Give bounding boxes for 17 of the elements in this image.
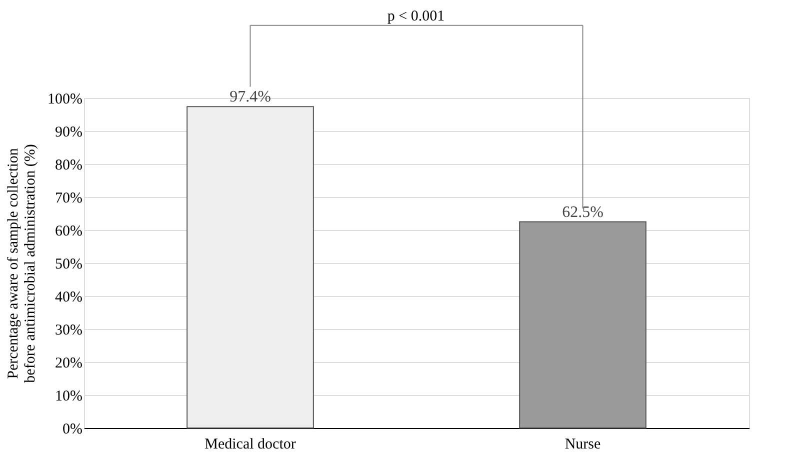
x-tick-label: Nurse bbox=[564, 436, 601, 452]
y-tick-label: 0% bbox=[62, 422, 82, 438]
y-tick-label: 80% bbox=[55, 158, 82, 174]
y-tick-label: 70% bbox=[55, 190, 82, 206]
y-tick-label: 60% bbox=[55, 224, 82, 240]
y-axis-title: Percentage aware of sample collection before antimicrobial administration (%) bbox=[6, 144, 39, 383]
y-tick-label: 10% bbox=[55, 388, 82, 404]
text: p < 0.001 bbox=[387, 8, 445, 24]
y-tick-label: 100% bbox=[48, 92, 82, 108]
data-label: 97.4% bbox=[230, 88, 271, 106]
y-tick-label: 90% bbox=[55, 124, 82, 140]
y-tick-label: 20% bbox=[55, 356, 82, 372]
data-label: 62.5% bbox=[562, 204, 604, 221]
y-tick-label: 30% bbox=[55, 322, 82, 338]
y-tick-label: 40% bbox=[55, 290, 82, 306]
y-tick-label: 50% bbox=[55, 256, 82, 272]
x-tick-label: Medical doctor bbox=[204, 436, 296, 452]
